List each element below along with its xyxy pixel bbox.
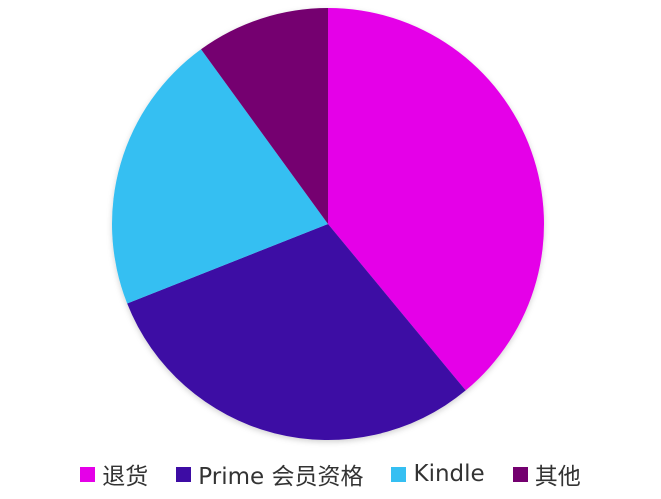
legend-swatch-other bbox=[512, 466, 528, 482]
legend-item-kindle: Kindle bbox=[391, 461, 485, 487]
pie-slice-prime-membership bbox=[127, 224, 466, 440]
pie-slice-returns bbox=[328, 8, 544, 391]
legend-label-prime-membership: Prime 会员资格 bbox=[198, 464, 364, 490]
legend-swatch-kindle bbox=[391, 466, 407, 482]
pie-slice-kindle bbox=[112, 49, 328, 304]
legend-item-returns: 退货 bbox=[80, 457, 148, 491]
legend-label-returns: 退货 bbox=[102, 464, 149, 490]
pie-chart-plot bbox=[112, 7, 544, 440]
pie-slice-other bbox=[201, 7, 328, 224]
legend-swatch-prime-membership bbox=[176, 466, 192, 482]
legend-label-kindle: Kindle bbox=[413, 461, 485, 487]
legend-item-prime-membership: Prime 会员资格 bbox=[176, 457, 363, 491]
legend-item-other: 其他 bbox=[512, 457, 581, 491]
legend: 退货 Prime 会员资格 Kindle 其他 bbox=[0, 452, 661, 496]
legend-swatch-returns bbox=[80, 466, 96, 482]
legend-label-other: 其他 bbox=[534, 464, 581, 490]
